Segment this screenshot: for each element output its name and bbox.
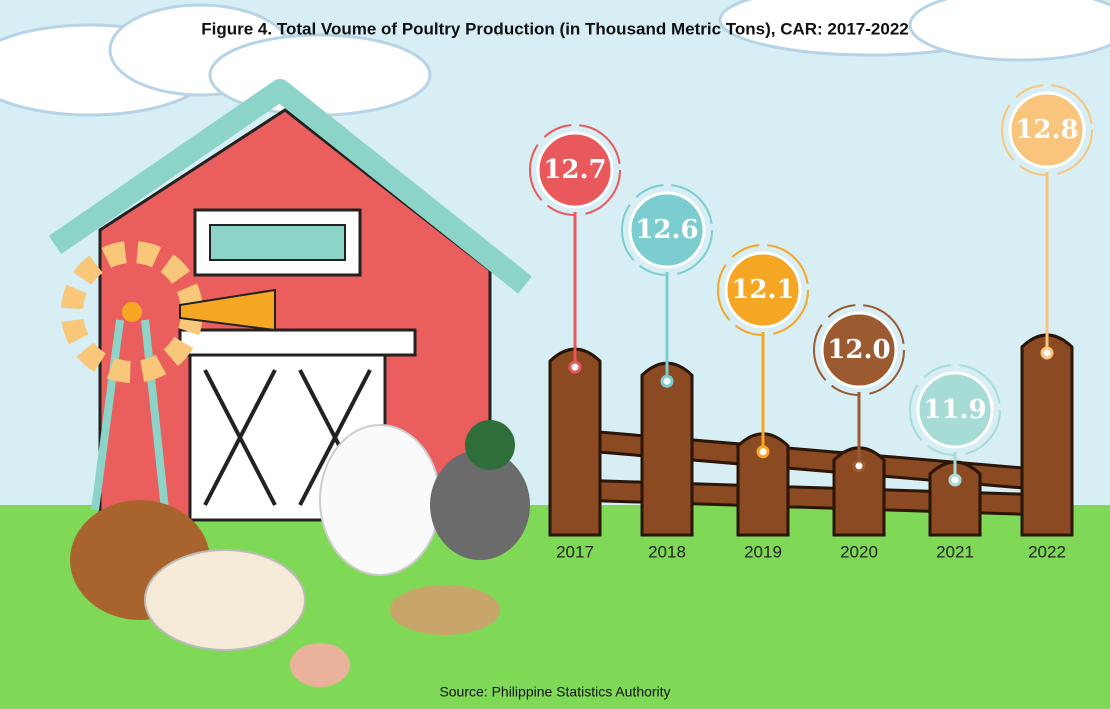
dot (758, 447, 768, 457)
x-tick-label: 2018 (648, 542, 686, 561)
dot (950, 475, 960, 485)
bar (642, 363, 692, 535)
bar (550, 349, 600, 535)
value-label: 12.6 (635, 215, 698, 245)
value-label: 11.9 (923, 395, 986, 425)
chart: Figure 4. Total Voume of Poultry Product… (0, 0, 1110, 709)
value-label: 12.7 (543, 155, 606, 185)
value-label: 12.1 (731, 275, 794, 305)
chart-title: Figure 4. Total Voume of Poultry Product… (201, 19, 908, 38)
x-tick-label: 2020 (840, 542, 878, 561)
x-tick-label: 2021 (936, 542, 974, 561)
x-tick-label: 2022 (1028, 542, 1066, 561)
x-tick-label: 2019 (744, 542, 782, 561)
value-label: 12.0 (827, 335, 890, 365)
dot (1042, 348, 1052, 358)
dot (662, 376, 672, 386)
dot (854, 461, 864, 471)
source: Source: Philippine Statistics Authority (439, 684, 670, 700)
x-tick-label: 2017 (556, 542, 594, 561)
value-label: 12.8 (1015, 115, 1078, 145)
bar (1022, 335, 1072, 535)
dot (570, 362, 580, 372)
